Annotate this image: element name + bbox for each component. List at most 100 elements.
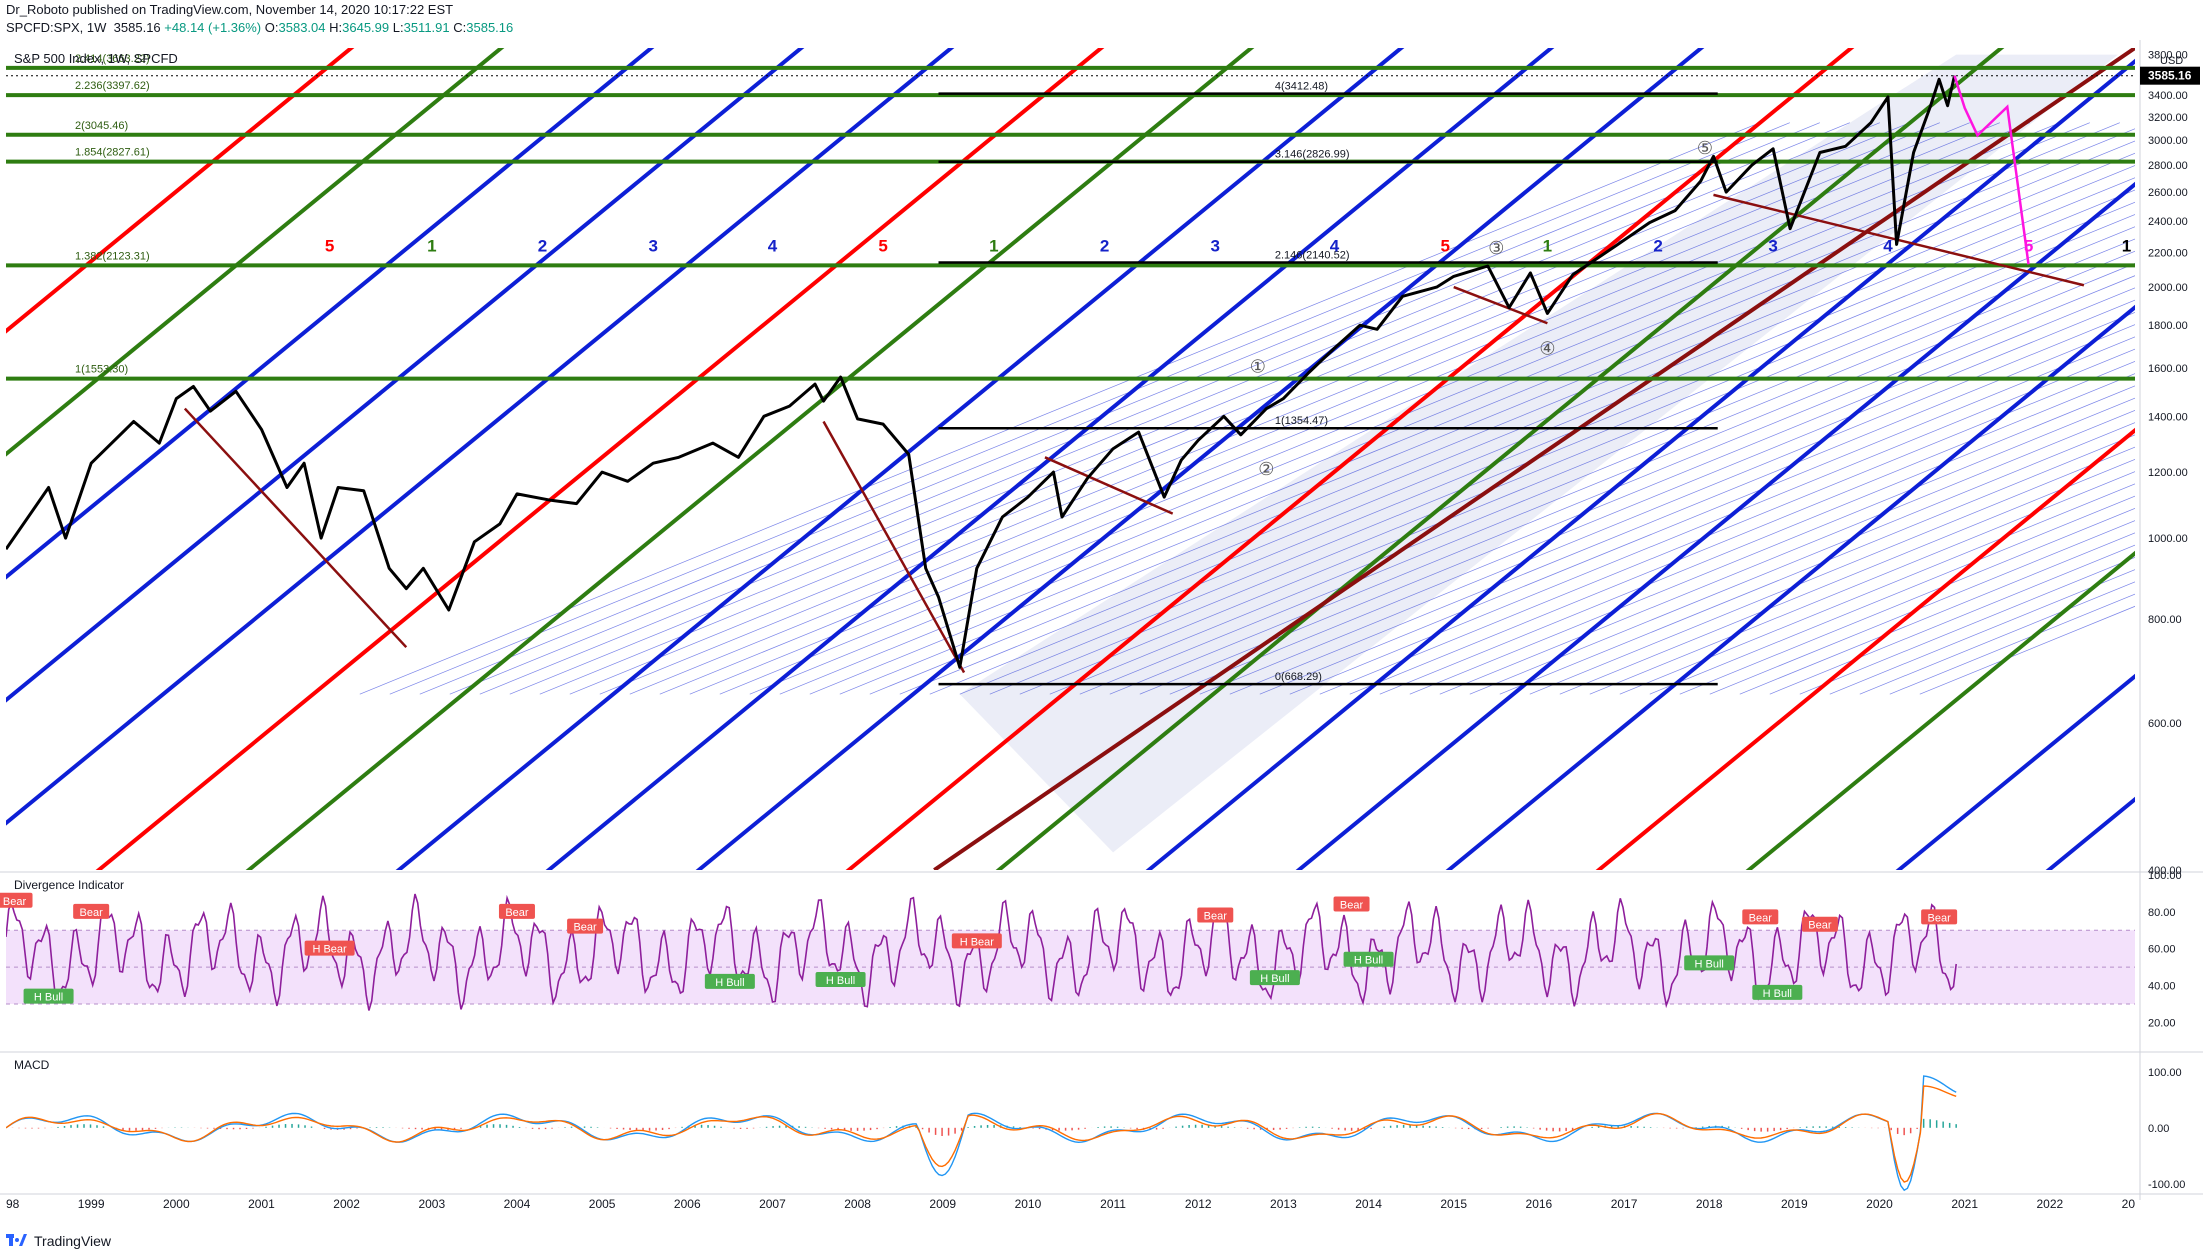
cycle-label: 2: [1100, 236, 1109, 255]
cycle-label: 5: [1440, 236, 1449, 255]
pitchfork-thin-line: [1199, 312, 2135, 695]
last-price-tag: [2140, 66, 2200, 85]
time-tick-label: 2005: [589, 1197, 616, 1211]
pitchfork-thin-line: [989, 226, 2135, 695]
price-tick-label: 400.00: [2148, 865, 2182, 877]
wave-label: ②: [1258, 459, 1274, 479]
divergence-tag: [815, 972, 866, 987]
time-tick-label: 2007: [759, 1197, 786, 1211]
rsi-tick-label: 60.00: [2148, 944, 2176, 956]
symbol-ohlc-line: SPCFD:SPX, 1W 3585.16 +48.14 (+1.36%) O:…: [6, 20, 513, 35]
cycle-label: 2: [1653, 236, 1662, 255]
fib2-level-label: 1(1354.47): [1275, 415, 1328, 427]
pitchfork-thin-line: [1169, 299, 2135, 695]
fib-level-label: 1.854(2827.61): [75, 147, 150, 159]
divergence-tag-label: Bear: [3, 896, 27, 908]
fib-level-label: 2.236(3397.62): [75, 80, 150, 92]
time-tick-label: 2017: [1611, 1197, 1638, 1211]
time-tick-label: 1999: [78, 1197, 105, 1211]
divergence-tag: [73, 903, 110, 919]
price-change: +48.14 (+1.36%): [164, 20, 262, 35]
price-tick-label: 1200.00: [2148, 467, 2188, 479]
wave-label: ③: [1488, 238, 1504, 258]
time-tick-label: 2013: [1270, 1197, 1297, 1211]
pitchfork-thin-line: [1799, 556, 2135, 695]
divergence-tag-label: Bear: [1749, 912, 1773, 924]
divergence-tag: [567, 918, 604, 934]
tradingview-brand[interactable]: TradingView: [6, 1233, 111, 1249]
divergence-tag-label: Bear: [1340, 899, 1364, 911]
rsi-tick-label: 100.00: [2148, 870, 2182, 882]
divergence-tag: [1752, 984, 1803, 1000]
pitchfork-thin-line: [1319, 361, 2135, 695]
cycle-label: 1: [989, 236, 998, 255]
time-tick-label: 2019: [1781, 1197, 1808, 1211]
divergence-tag-label: H Bull: [1354, 955, 1383, 967]
price-tick-label: 800.00: [2148, 614, 2182, 626]
divergence-tag-label: H Bear: [312, 944, 347, 956]
symbol-label: SPCFD:SPX, 1W: [6, 20, 107, 35]
time-tick-label: 20: [2122, 1197, 2136, 1211]
high-label: H:: [329, 20, 343, 35]
rsi-tick-label: 80.00: [2148, 907, 2176, 919]
price-tick-label: 1800.00: [2148, 320, 2188, 332]
cycle-label: 2: [538, 236, 547, 255]
time-tick-label: 2018: [1696, 1197, 1723, 1211]
divergence-tag-label: Bear: [1204, 911, 1228, 923]
divergence-tag: [1921, 909, 1958, 925]
rsi-tick-label: 40.00: [2148, 981, 2176, 993]
pitchfork-thin-line: [1679, 507, 2135, 695]
fan-line: [1595, 427, 2135, 870]
fib-level-label: 2(3045.46): [75, 120, 128, 132]
divergence-tag-label: H Bull: [1695, 958, 1724, 970]
divergence-tag: [1801, 916, 1838, 932]
pitchfork-thin-line: [1709, 520, 2135, 695]
divergence-tag: [304, 940, 355, 956]
corrective-line: [1044, 456, 1174, 515]
pitchfork-thin-line: [1619, 483, 2135, 695]
pitchfork-thin-line: [1139, 287, 2135, 695]
macd-title: MACD: [14, 1058, 50, 1072]
divergence-tag: [0, 892, 33, 908]
fib2-level-label: 3.146(2826.99): [1275, 149, 1350, 161]
divergence-tag: [951, 933, 1002, 949]
divergence-tag: [498, 903, 535, 919]
fib2-level-label: 4(3412.48): [1275, 81, 1328, 93]
wave-label: ①: [1250, 356, 1266, 376]
cycle-label: 1: [2122, 236, 2131, 255]
pitchfork-thin-line: [749, 128, 2135, 695]
rsi-title: Divergence Indicator: [14, 878, 124, 892]
pitchfork-thin-line: [1889, 593, 2135, 695]
time-tick-label: 2022: [2036, 1197, 2063, 1211]
low-label: L:: [392, 20, 404, 35]
price-tick-label: 2600.00: [2148, 187, 2188, 199]
pitchfork-thin-line: [659, 122, 2060, 695]
open-value: 3583.04: [278, 20, 326, 35]
pitchfork-thin-line: [959, 214, 2135, 695]
brand-name: TradingView: [34, 1233, 112, 1249]
close-label: C:: [453, 20, 467, 35]
cycle-label: 3: [648, 236, 657, 255]
signal-line: [6, 1085, 1957, 1183]
rsi-tick-label: 20.00: [2148, 1017, 2176, 1029]
macd-tick-label: -100.00: [2148, 1179, 2185, 1191]
price-tick-label: 2800.00: [2148, 160, 2188, 172]
divergence-tag-label: Bear: [573, 922, 597, 934]
currency-label: USD: [2160, 55, 2183, 67]
price-tick-label: 3000.00: [2148, 135, 2188, 147]
main-pane-plot: [6, 48, 2135, 870]
time-tick-label: 2014: [1355, 1197, 1382, 1211]
corrective-line: [183, 407, 408, 649]
pitchfork-thin-line: [1589, 471, 2135, 695]
wave-label: ④: [1539, 339, 1555, 359]
divergence-tag: [1742, 909, 1779, 925]
divergence-tag-label: Bear: [505, 907, 529, 919]
fib-level-label: 1.382(2123.31): [75, 250, 150, 262]
divergence-tag-label: H Bull: [826, 975, 855, 987]
cycle-label: 5: [325, 236, 334, 255]
pitchfork-thin-line: [899, 189, 2135, 695]
time-tick-label: 2003: [418, 1197, 445, 1211]
pitchfork-thin-line: [569, 122, 1970, 695]
time-tick-label: 2004: [504, 1197, 531, 1211]
